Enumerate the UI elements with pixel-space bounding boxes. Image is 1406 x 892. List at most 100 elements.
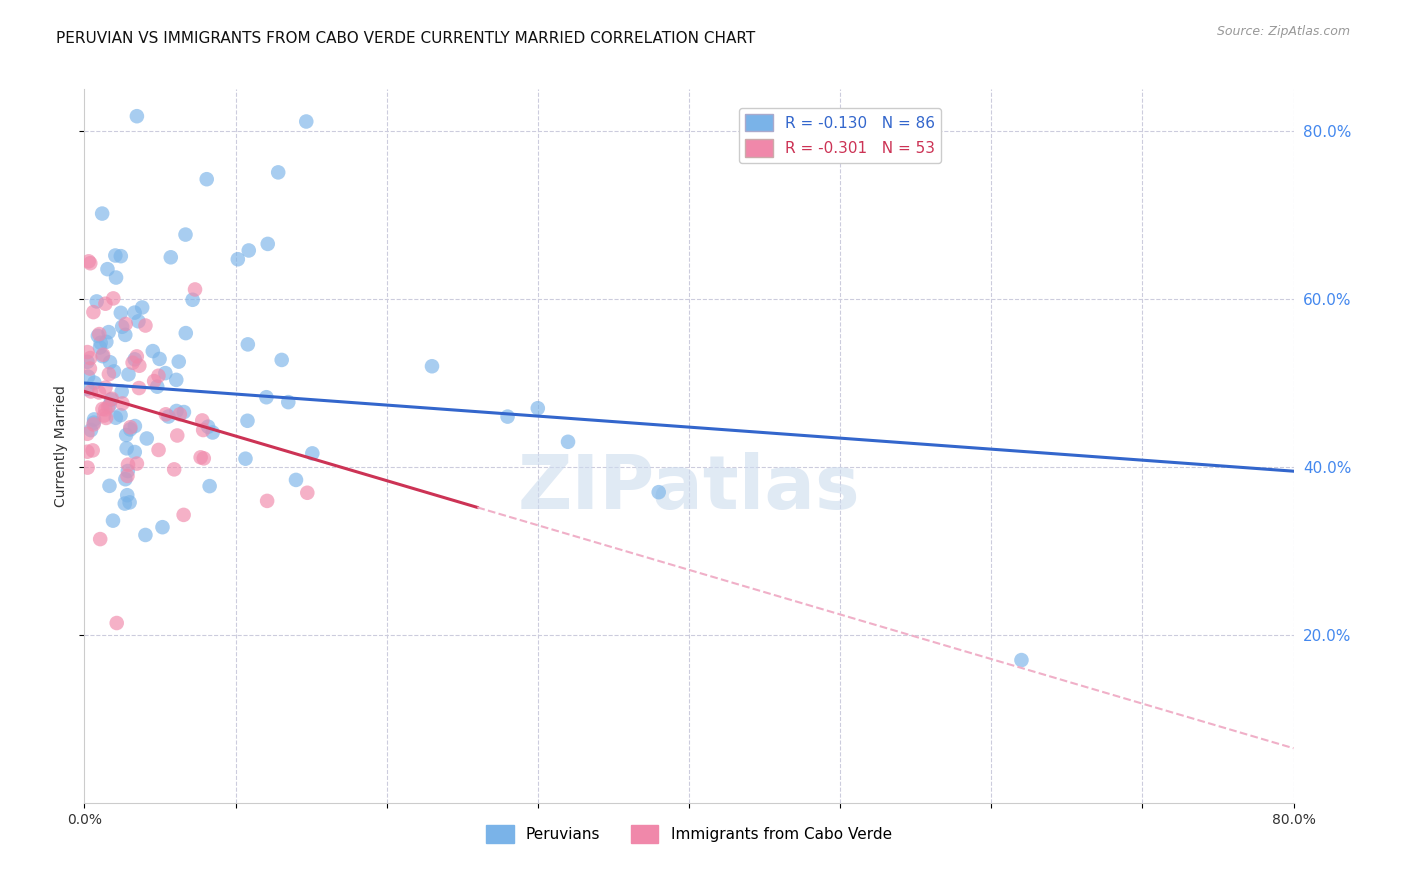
Text: ZIPatlas: ZIPatlas xyxy=(517,452,860,525)
Immigrants from Cabo Verde xyxy=(82,305,104,319)
Peruvians xyxy=(96,334,118,349)
Peruvians xyxy=(83,376,105,390)
Peruvians xyxy=(105,270,128,285)
Peruvians xyxy=(270,353,292,368)
Immigrants from Cabo Verde xyxy=(76,460,98,475)
Immigrants from Cabo Verde xyxy=(128,359,150,373)
Peruvians xyxy=(295,114,318,128)
Peruvians xyxy=(111,319,134,334)
Peruvians xyxy=(110,249,132,263)
Immigrants from Cabo Verde xyxy=(105,615,128,630)
Peruvians xyxy=(165,373,187,387)
Immigrants from Cabo Verde xyxy=(94,296,117,310)
Peruvians xyxy=(96,262,118,277)
Immigrants from Cabo Verde xyxy=(93,409,115,423)
Peruvians xyxy=(195,172,218,186)
Peruvians xyxy=(98,479,121,493)
Legend: Peruvians, Immigrants from Cabo Verde: Peruvians, Immigrants from Cabo Verde xyxy=(479,819,898,848)
Immigrants from Cabo Verde xyxy=(91,402,114,417)
Peruvians xyxy=(117,464,139,478)
Peruvians xyxy=(91,349,114,363)
Peruvians xyxy=(166,404,188,418)
Immigrants from Cabo Verde xyxy=(148,442,170,457)
Peruvians xyxy=(117,368,139,382)
Immigrants from Cabo Verde xyxy=(125,350,148,364)
Peruvians xyxy=(236,414,259,428)
Peruvians xyxy=(115,428,138,442)
Peruvians xyxy=(198,479,221,493)
Immigrants from Cabo Verde xyxy=(148,368,170,383)
Immigrants from Cabo Verde xyxy=(184,282,207,296)
Immigrants from Cabo Verde xyxy=(76,345,98,359)
Peruvians xyxy=(238,244,260,258)
Peruvians xyxy=(146,379,169,393)
Peruvians xyxy=(110,408,132,422)
Immigrants from Cabo Verde xyxy=(166,428,188,442)
Peruvians xyxy=(131,301,153,315)
Immigrants from Cabo Verde xyxy=(87,385,110,400)
Peruvians xyxy=(173,405,195,419)
Peruvians xyxy=(127,314,149,328)
Immigrants from Cabo Verde xyxy=(125,457,148,471)
Peruvians xyxy=(124,419,146,434)
Peruvians xyxy=(83,412,105,426)
Peruvians xyxy=(159,250,181,264)
Peruvians xyxy=(124,305,146,319)
Peruvians xyxy=(135,432,157,446)
Immigrants from Cabo Verde xyxy=(120,420,142,434)
Immigrants from Cabo Verde xyxy=(97,367,120,381)
Peruvians xyxy=(181,293,204,307)
Peruvians xyxy=(83,416,105,430)
Peruvians xyxy=(104,410,127,425)
Immigrants from Cabo Verde xyxy=(79,256,101,270)
Immigrants from Cabo Verde xyxy=(117,469,139,483)
Immigrants from Cabo Verde xyxy=(121,356,143,370)
Immigrants from Cabo Verde xyxy=(82,443,104,458)
Immigrants from Cabo Verde xyxy=(97,400,120,414)
Peruvians xyxy=(648,485,671,500)
Peruvians xyxy=(118,495,141,509)
Immigrants from Cabo Verde xyxy=(94,411,117,425)
Peruvians xyxy=(142,344,165,359)
Peruvians xyxy=(91,206,114,220)
Peruvians xyxy=(174,227,197,242)
Immigrants from Cabo Verde xyxy=(143,374,166,388)
Immigrants from Cabo Verde xyxy=(193,451,215,466)
Immigrants from Cabo Verde xyxy=(297,485,319,500)
Peruvians xyxy=(98,399,121,413)
Peruvians xyxy=(97,325,120,339)
Peruvians xyxy=(114,497,136,511)
Peruvians xyxy=(256,236,278,251)
Peruvians xyxy=(155,366,177,380)
Peruvians xyxy=(152,520,174,534)
Immigrants from Cabo Verde xyxy=(79,361,101,376)
Immigrants from Cabo Verde xyxy=(169,408,191,422)
Peruvians xyxy=(98,355,121,369)
Immigrants from Cabo Verde xyxy=(89,327,111,342)
Peruvians xyxy=(254,390,277,404)
Immigrants from Cabo Verde xyxy=(103,292,125,306)
Peruvians xyxy=(117,488,139,502)
Immigrants from Cabo Verde xyxy=(191,423,214,437)
Peruvians xyxy=(114,327,136,342)
Peruvians xyxy=(197,419,219,434)
Peruvians xyxy=(557,434,579,449)
Peruvians xyxy=(89,340,111,354)
Immigrants from Cabo Verde xyxy=(173,508,195,522)
Peruvians xyxy=(134,528,156,542)
Peruvians xyxy=(1011,653,1033,667)
Immigrants from Cabo Verde xyxy=(79,351,101,365)
Immigrants from Cabo Verde xyxy=(134,318,156,333)
Immigrants from Cabo Verde xyxy=(101,392,124,406)
Peruvians xyxy=(111,384,134,399)
Peruvians xyxy=(236,337,259,351)
Peruvians xyxy=(101,514,124,528)
Peruvians xyxy=(496,409,519,424)
Peruvians xyxy=(285,473,308,487)
Peruvians xyxy=(235,451,257,466)
Immigrants from Cabo Verde xyxy=(83,417,105,432)
Immigrants from Cabo Verde xyxy=(128,381,150,395)
Peruvians xyxy=(124,352,146,367)
Immigrants from Cabo Verde xyxy=(163,462,186,476)
Peruvians xyxy=(110,306,132,320)
